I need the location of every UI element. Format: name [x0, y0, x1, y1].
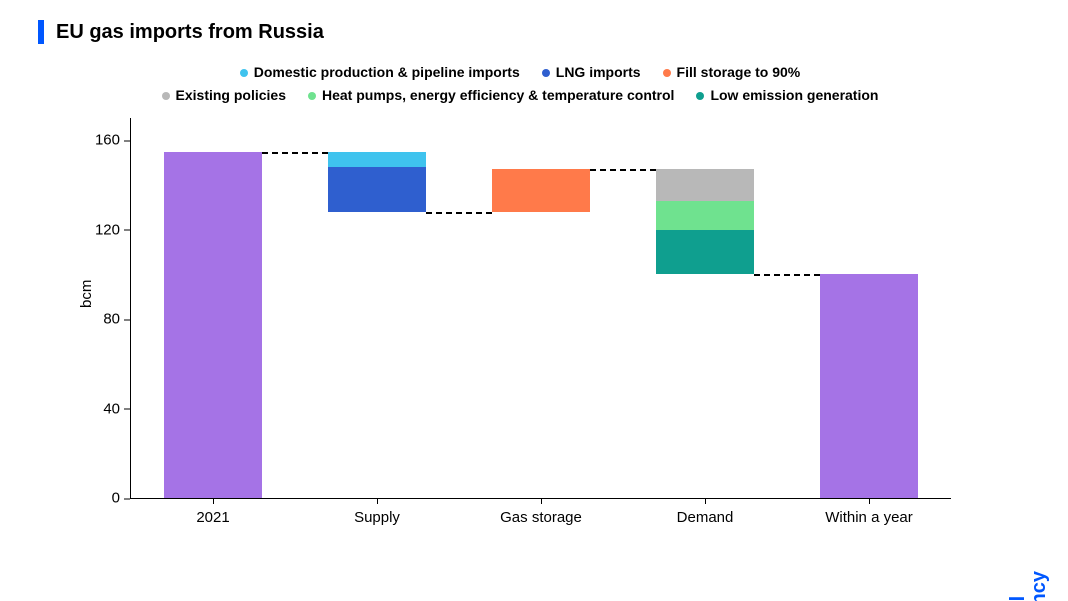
page-title: EU gas imports from Russia [56, 21, 324, 44]
y-tick-label: 160 [95, 132, 120, 149]
y-tick: 0 [60, 490, 120, 507]
bar-segment [656, 230, 754, 275]
legend-label: Low emission generation [710, 85, 878, 106]
legend-item: LNG imports [542, 62, 641, 83]
legend-swatch-icon [696, 92, 704, 100]
plot-area: 2021SupplyGas storageDemandWithin a year [130, 118, 951, 499]
legend-label: Heat pumps, energy efficiency & temperat… [322, 85, 674, 106]
legend: Domestic production & pipeline imports LN… [140, 62, 900, 108]
page: EU gas imports from Russia Domestic prod… [0, 0, 1068, 601]
bar-segment [164, 152, 262, 498]
y-tick: 80 [60, 311, 120, 328]
y-tick-label: 80 [103, 311, 120, 328]
brand-line1: International [1007, 596, 1029, 601]
legend-item: Fill storage to 90% [663, 62, 801, 83]
title-accent-bar [38, 20, 44, 44]
connector-line [590, 169, 656, 171]
legend-swatch-icon [162, 92, 170, 100]
y-tick: 120 [60, 221, 120, 238]
y-tick-label: 40 [103, 400, 120, 417]
legend-swatch-icon [240, 69, 248, 77]
title-block: EU gas imports from Russia [38, 20, 324, 44]
y-tick: 40 [60, 400, 120, 417]
legend-item: Domestic production & pipeline imports [240, 62, 520, 83]
legend-swatch-icon [663, 69, 671, 77]
x-tick-label: Gas storage [500, 509, 582, 526]
legend-item: Existing policies [162, 85, 286, 106]
bar-segment [656, 201, 754, 230]
y-axis-label: bcm [78, 280, 95, 308]
connector-line [262, 152, 328, 154]
bar-segment [656, 169, 754, 200]
bar-segment [328, 167, 426, 212]
legend-swatch-icon [542, 69, 550, 77]
legend-swatch-icon [308, 92, 316, 100]
x-tick-label: Within a year [825, 509, 913, 526]
legend-item: Heat pumps, energy efficiency & temperat… [308, 85, 674, 106]
legend-label: Domestic production & pipeline imports [254, 62, 520, 83]
x-tick-label: Demand [677, 509, 734, 526]
legend-label: LNG imports [556, 62, 641, 83]
bar-segment [492, 169, 590, 211]
chart: bcm 2021SupplyGas storageDemandWithin a … [60, 118, 980, 548]
legend-item: Low emission generation [696, 85, 878, 106]
bar-segment [820, 274, 918, 498]
y-tick: 160 [60, 132, 120, 149]
brand-line2: Energy Agency [1028, 571, 1050, 601]
y-tick-label: 120 [95, 221, 120, 238]
connector-line [754, 274, 820, 276]
legend-label: Existing policies [176, 85, 286, 106]
y-tick-label: 0 [112, 490, 120, 507]
x-tick-label: 2021 [196, 509, 229, 526]
brand-label: International Energy Agency [1008, 571, 1050, 601]
bar-segment [328, 152, 426, 168]
connector-line [426, 212, 492, 214]
legend-label: Fill storage to 90% [677, 62, 801, 83]
x-tick-label: Supply [354, 509, 400, 526]
